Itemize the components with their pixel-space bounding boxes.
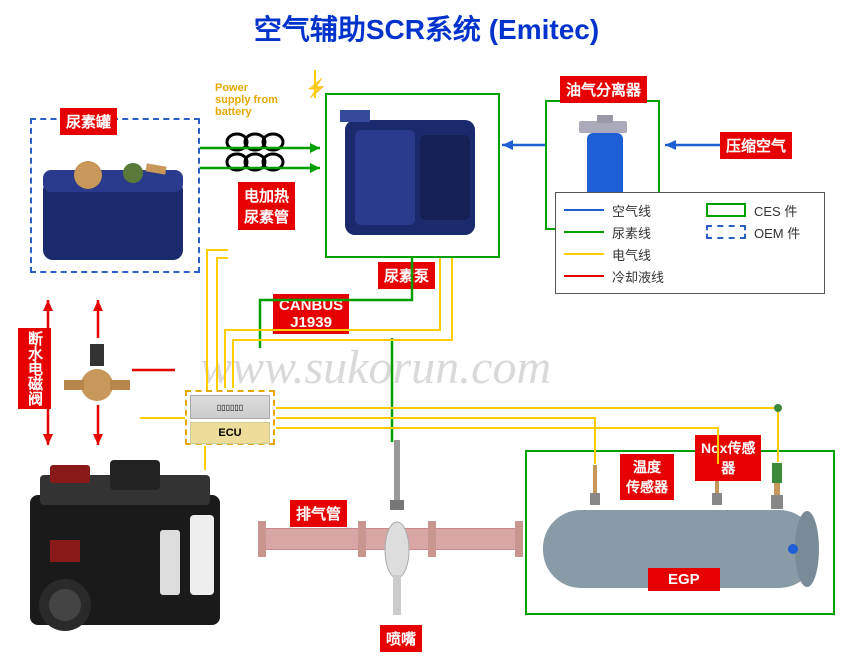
nozzle-label: 喷嘴: [380, 625, 422, 652]
exhaust-flange1: [258, 521, 266, 557]
watermark-text: www.sukorun.com: [200, 340, 551, 395]
heated-urea-pipe-label: 电加热 尿素管: [238, 182, 295, 230]
coil-graphic: [225, 130, 290, 175]
ecu-label: ECU: [190, 422, 270, 444]
compressed-air-label: 压缩空气: [720, 132, 792, 159]
legend-oem: OEM 件: [754, 223, 800, 242]
egp-label: EGP: [648, 568, 720, 591]
urea-pump-graphic: [335, 105, 490, 250]
diagram-title: 空气辅助SCR系统 (Emitec): [0, 8, 853, 48]
power-supply-label: Power supply from battery: [215, 82, 285, 118]
legend-coolant: 冷却液线: [612, 267, 664, 286]
exhaust-flange3: [428, 521, 436, 557]
nozzle-graphic: [382, 440, 412, 620]
shutoff-valve-label: 断水电磁阀: [18, 328, 51, 409]
nox-sensor-label: Nox传感 器: [695, 435, 761, 481]
temp-sensor1-graphic: [588, 465, 602, 510]
exhaust-pipe-label: 排气管: [290, 500, 347, 527]
exhaust-flange4: [515, 521, 523, 557]
legend-elec: 电气线: [612, 245, 651, 264]
urea-pump-label: 尿素泵: [378, 262, 435, 289]
exhaust-flange2: [358, 521, 366, 557]
shutoff-valve-graphic: [62, 340, 132, 405]
legend-urea: 尿素线: [612, 223, 651, 242]
nox-sensor-graphic: [768, 463, 786, 511]
legend-ces: CES 件: [754, 201, 797, 220]
urea-tank-label: 尿素罐: [60, 108, 117, 135]
legend-air: 空气线: [612, 201, 651, 220]
temp-sensor-label: 温度 传感器: [620, 454, 674, 500]
engine-graphic: [10, 445, 250, 655]
oil-gas-sep-label: 油气分离器: [560, 76, 647, 103]
canbus-label: CANBUS J1939: [273, 294, 349, 334]
legend-box: 空气线 尿素线 电气线 冷却液线 CES 件 OEM 件: [555, 192, 825, 294]
ecu-box: ▯▯▯▯▯▯ ECU: [185, 390, 275, 445]
urea-tank-graphic: [38, 155, 188, 265]
